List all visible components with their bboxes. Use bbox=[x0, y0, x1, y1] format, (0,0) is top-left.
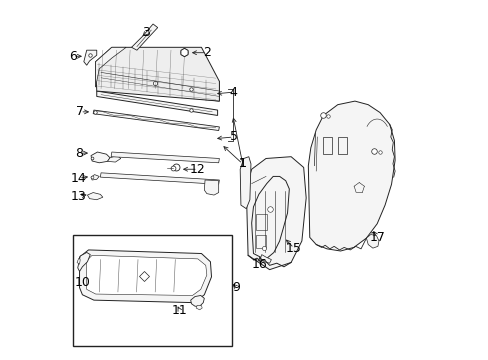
Polygon shape bbox=[131, 24, 158, 50]
Polygon shape bbox=[308, 101, 394, 251]
Polygon shape bbox=[107, 156, 121, 162]
Text: 4: 4 bbox=[229, 86, 237, 99]
Polygon shape bbox=[77, 258, 80, 264]
Text: 11: 11 bbox=[172, 305, 187, 318]
Text: 15: 15 bbox=[285, 242, 301, 255]
Text: 2: 2 bbox=[203, 46, 210, 59]
Polygon shape bbox=[251, 176, 289, 260]
Text: 17: 17 bbox=[368, 231, 385, 244]
Text: 5: 5 bbox=[229, 130, 237, 144]
Polygon shape bbox=[111, 152, 219, 163]
Polygon shape bbox=[96, 47, 219, 101]
Bar bbox=[73, 234, 231, 346]
Polygon shape bbox=[80, 250, 211, 303]
Text: 7: 7 bbox=[76, 105, 84, 118]
Polygon shape bbox=[100, 173, 219, 184]
Bar bbox=[256, 214, 266, 230]
Text: 6: 6 bbox=[69, 50, 77, 63]
Text: 8: 8 bbox=[75, 147, 82, 159]
Text: 3: 3 bbox=[142, 27, 149, 40]
Polygon shape bbox=[204, 180, 218, 195]
Polygon shape bbox=[91, 152, 110, 163]
Bar bbox=[256, 207, 262, 226]
Polygon shape bbox=[240, 157, 250, 209]
Polygon shape bbox=[196, 306, 202, 310]
Bar bbox=[323, 137, 332, 154]
Polygon shape bbox=[87, 193, 102, 200]
Text: 9: 9 bbox=[232, 281, 240, 294]
Polygon shape bbox=[78, 252, 90, 271]
Text: 14: 14 bbox=[71, 172, 86, 185]
Text: 12: 12 bbox=[190, 163, 205, 176]
Polygon shape bbox=[97, 91, 217, 116]
Polygon shape bbox=[93, 110, 219, 131]
Polygon shape bbox=[190, 296, 204, 306]
Polygon shape bbox=[96, 47, 126, 87]
Text: 16: 16 bbox=[251, 258, 267, 271]
Polygon shape bbox=[91, 175, 99, 180]
Bar bbox=[338, 137, 346, 154]
Text: 10: 10 bbox=[74, 276, 90, 289]
Text: 13: 13 bbox=[71, 190, 86, 203]
Polygon shape bbox=[246, 157, 305, 270]
Polygon shape bbox=[83, 50, 97, 65]
Text: 1: 1 bbox=[238, 157, 246, 170]
Text: 1: 1 bbox=[238, 157, 246, 170]
Polygon shape bbox=[366, 234, 378, 248]
Bar bbox=[256, 234, 266, 248]
Polygon shape bbox=[260, 255, 271, 263]
Polygon shape bbox=[96, 62, 219, 101]
Polygon shape bbox=[86, 255, 206, 296]
